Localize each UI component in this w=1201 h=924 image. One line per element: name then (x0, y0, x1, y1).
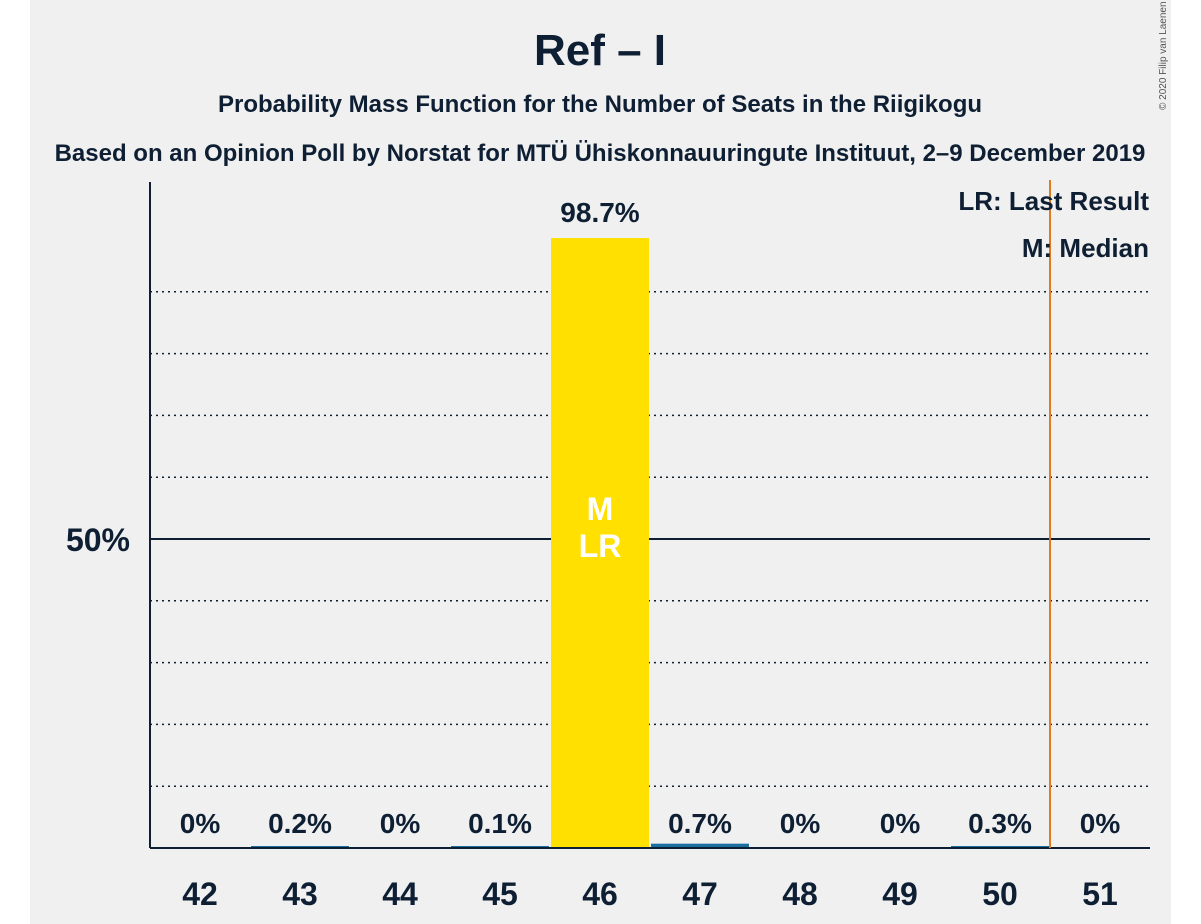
legend-median: M: Median (1022, 233, 1149, 263)
value-label-51: 0% (1080, 808, 1121, 839)
x-tick-42: 42 (182, 876, 218, 912)
bar-47 (651, 843, 749, 848)
value-label-47: 0.7% (668, 808, 732, 839)
x-tick-48: 48 (782, 876, 818, 912)
x-tick-50: 50 (982, 876, 1018, 912)
x-tick-labels: 42 43 44 45 46 47 48 49 50 51 (182, 876, 1118, 912)
value-label-42: 0% (180, 808, 221, 839)
legend-last-result: LR: Last Result (958, 186, 1149, 216)
x-tick-46: 46 (582, 876, 618, 912)
chart-caption: Based on an Opinion Poll by Norstat for … (55, 140, 1146, 167)
x-tick-44: 44 (382, 876, 418, 912)
copyright-note: © 2020 Filip van Laenen (1158, 1, 1169, 110)
value-label-48: 0% (780, 808, 821, 839)
value-label-49: 0% (880, 808, 921, 839)
x-tick-49: 49 (882, 876, 918, 912)
x-tick-43: 43 (282, 876, 318, 912)
value-labels-group: 0% 0.2% 0% 0.1% 98.7% MLR 0.7% 0% 0% 0.3% 0% (180, 197, 1121, 839)
bar-marker-lr: LR (579, 528, 622, 564)
value-label-50: 0.3% (968, 808, 1032, 839)
chart-subtitle: Probability Mass Function for the Number… (218, 91, 982, 118)
y-tick-50: 50% (66, 522, 130, 558)
chart-title: Ref – I (534, 26, 666, 75)
value-label-43: 0.2% (268, 808, 332, 839)
x-tick-47: 47 (682, 876, 718, 912)
value-label-45: 0.1% (468, 808, 532, 839)
bar-marker-m: M (587, 491, 614, 527)
value-label-46: 98.7% (560, 197, 639, 228)
x-tick-51: 51 (1082, 876, 1118, 912)
value-label-44: 0% (380, 808, 421, 839)
bar-46 (551, 238, 649, 848)
x-tick-45: 45 (482, 876, 518, 912)
grid-lines (150, 291, 1150, 787)
